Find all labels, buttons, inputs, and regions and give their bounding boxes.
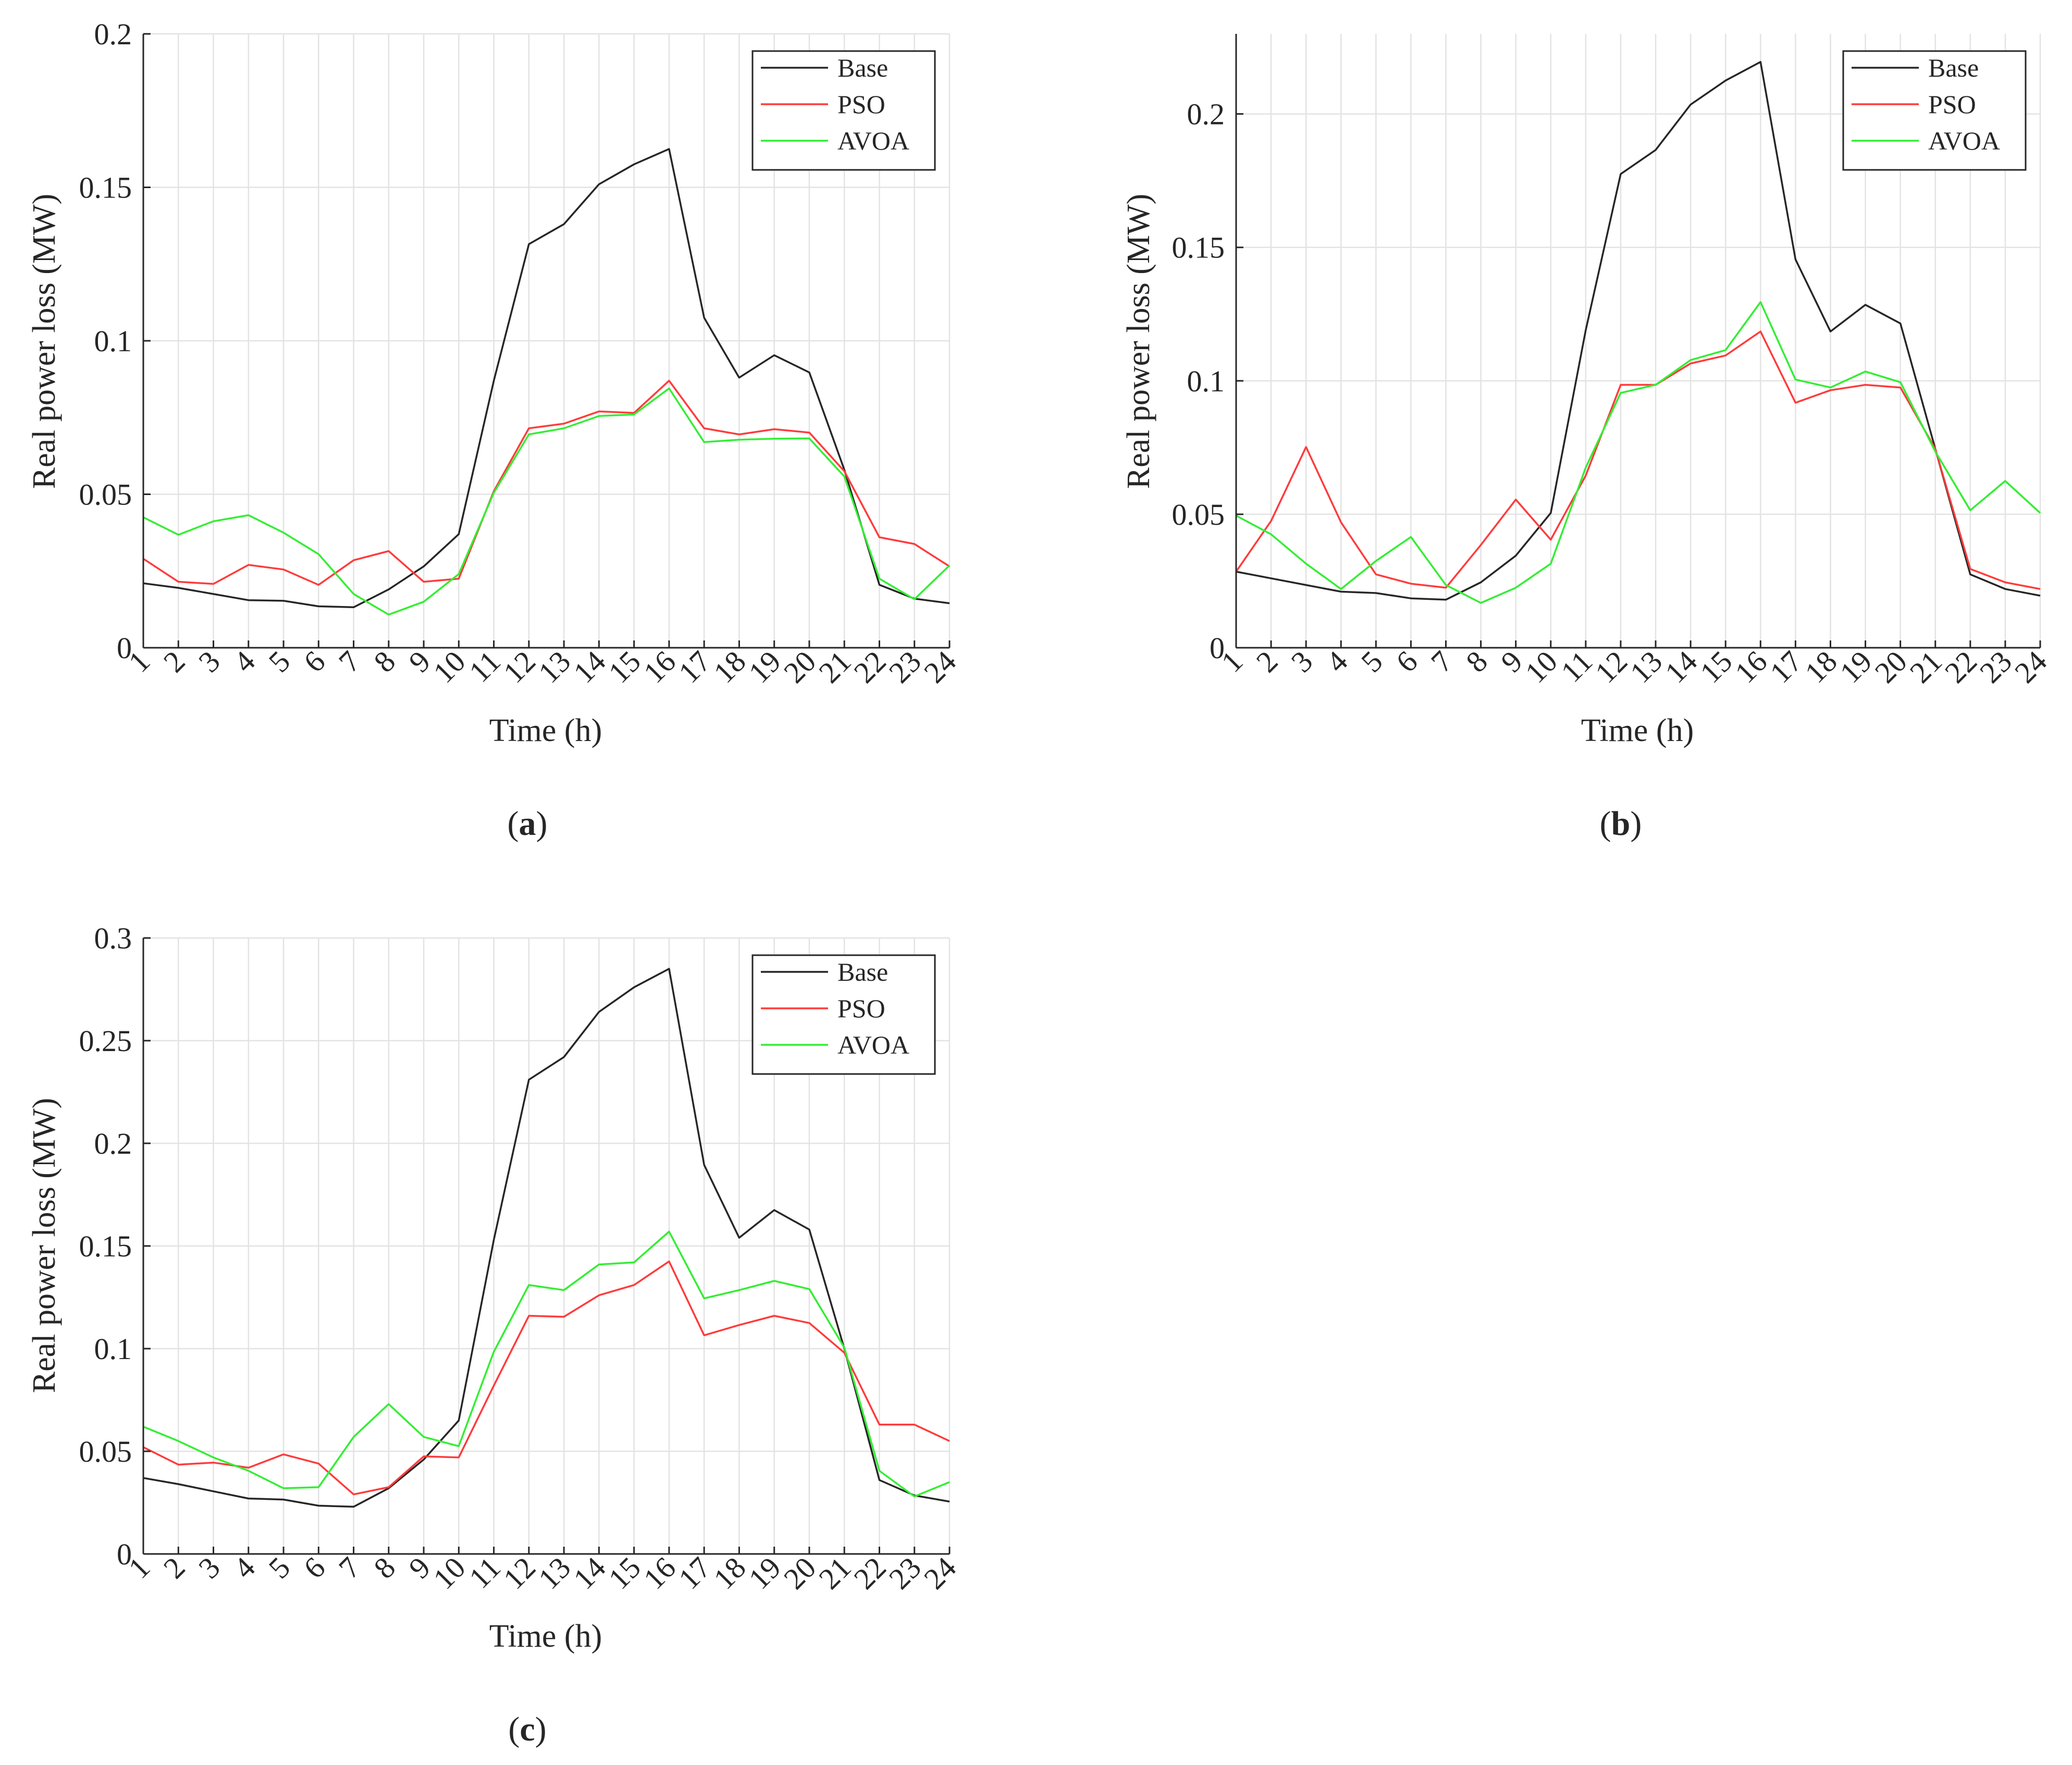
panel-b-xtick-label: 6	[1389, 644, 1424, 678]
panel-a-caption-letter: a	[519, 805, 536, 843]
panel-b-legend-label-avoa: AVOA	[1928, 126, 2000, 155]
panel-c-xtick-label: 7	[332, 1550, 366, 1585]
panel-b-xtick-label: 8	[1459, 644, 1494, 678]
panel-a-xtick-label: 5	[262, 644, 297, 678]
panel-b-xtick-label: 3	[1285, 644, 1319, 678]
panel-a-xtick-label: 2	[157, 644, 191, 678]
panel-b-series-base	[1236, 61, 2041, 601]
panel-c-xlabel: Time (h)	[489, 1619, 602, 1654]
panel-c-legend-label-base: Base	[837, 957, 888, 986]
panel-a-ylabel: Real power loss (MW)	[27, 194, 62, 489]
panel-b-ylabel: Real power loss (MW)	[1121, 194, 1156, 489]
panel-b-ytick-label: 0.15	[1172, 231, 1225, 265]
panel-a-ytick-label: 0.05	[79, 478, 132, 512]
panel-c-ytick-label: 0.25	[79, 1024, 132, 1058]
panel-a-series-pso	[143, 379, 950, 586]
panel-c-caption: (c)	[508, 1710, 546, 1748]
panel-c-series-base	[143, 968, 950, 1508]
panel-a-grid	[143, 33, 951, 648]
panel-a-ytick-label: 0	[117, 631, 132, 665]
panel-b-ytick-label: 0	[1210, 631, 1225, 665]
panel-c-xtick-label: 6	[297, 1550, 331, 1585]
panel-a-series-avoa	[143, 387, 951, 616]
panel-b-legend-label-pso: PSO	[1928, 90, 1976, 119]
panel-c-legend-label-avoa: AVOA	[837, 1030, 909, 1059]
panel-b-caption-letter: b	[1611, 805, 1631, 843]
panel-b-ytick-label: 0.1	[1187, 364, 1225, 398]
panel-c-xtick-label: 5	[262, 1550, 297, 1585]
panel-a-xtick-label: 6	[297, 644, 331, 678]
panel-c-xtick-label: 3	[192, 1550, 226, 1585]
panel-b-xlabel: Time (h)	[1581, 713, 1694, 748]
panel-a-xtick-label: 3	[192, 644, 226, 678]
panel-a-series	[143, 148, 951, 616]
panel-c-ytick-label: 0.3	[94, 921, 132, 955]
panel-b-legend: Base PSO AVOA	[1842, 50, 2027, 171]
panel-a-legend-label-avoa: AVOA	[837, 126, 909, 155]
panel-a-xtick-label: 24	[917, 644, 963, 689]
panel-b-xtick-label: 2	[1250, 644, 1284, 678]
panel-a-legend-label-pso: PSO	[837, 90, 885, 119]
panel-b-ytick-label: 0.2	[1187, 97, 1225, 131]
panel-c-legend-box	[751, 954, 936, 1075]
panel-a-caption: (a)	[508, 805, 548, 843]
panel-c-legend-label-pso: PSO	[837, 994, 885, 1023]
panel-a-ytick-label: 0.2	[94, 17, 132, 51]
panel-c-series-avoa	[143, 1230, 950, 1498]
panel-a-xtick-label: 4	[227, 644, 262, 678]
panel-c-ytick-label: 0.15	[79, 1229, 132, 1263]
panel-a-xlabel: Time (h)	[489, 713, 602, 748]
panel-a-legend-label-base: Base	[837, 53, 888, 82]
panel-c-ylabel: Real power loss (MW)	[27, 1098, 62, 1393]
panel-c-series-pso	[143, 1260, 950, 1496]
panel-c-caption-letter: c	[520, 1710, 535, 1748]
panel-b-xtick-label: 24	[2008, 644, 2053, 689]
panel-b-ytick-label: 0.05	[1172, 498, 1225, 532]
panel-a: 1 2 3 4 5 6 7 8 91011121314151617181920212223240…	[27, 17, 963, 843]
panel-c-xtick-label: 8	[367, 1550, 402, 1585]
panel-c-legend: Base PSO AVOA	[751, 954, 936, 1075]
panel-a-ytick-label: 0.1	[94, 324, 132, 358]
panel-a-xtick-label: 7	[332, 644, 366, 678]
panel-c-ytick-label: 0.05	[79, 1435, 132, 1468]
panel-b-series-avoa	[1236, 301, 2041, 604]
panel-a-legend-box	[751, 50, 936, 171]
panel-c-series	[143, 968, 950, 1508]
panel-a-ytick-label: 0.15	[79, 171, 132, 205]
panel-b-grid	[1236, 34, 2041, 648]
panel-c-xtick-label: 2	[157, 1550, 191, 1585]
panel-b: 1 2 3 4 5 6 7 8 91011121314151617181920212223240…	[1121, 34, 2053, 843]
panel-c-ytick-label: 0	[117, 1537, 132, 1571]
panel-a-xtick-label: 8	[367, 644, 402, 678]
panel-c-ytick-label: 0.1	[94, 1332, 132, 1366]
panel-c: 1 2 3 4 5 6 7 8 91011121314151617181920212223240…	[27, 921, 963, 1748]
panel-b-xtick-label: 4	[1319, 644, 1354, 678]
panel-b-legend-label-base: Base	[1928, 53, 1979, 82]
panel-b-series-pso	[1235, 330, 2041, 590]
panel-c-xtick-label: 4	[227, 1550, 262, 1585]
panel-c-xtick-label: 24	[917, 1550, 963, 1596]
panel-b-series	[1235, 61, 2041, 604]
panel-b-xtick-label: 7	[1424, 644, 1459, 678]
panel-a-legend: Base PSO AVOA	[751, 50, 936, 171]
panel-a-series-base	[143, 148, 950, 609]
panel-b-legend-box	[1842, 50, 2027, 171]
panel-c-ytick-label: 0.2	[94, 1127, 132, 1161]
panel-b-caption: (b)	[1600, 805, 1642, 843]
panel-b-xtick-label: 5	[1354, 644, 1389, 678]
